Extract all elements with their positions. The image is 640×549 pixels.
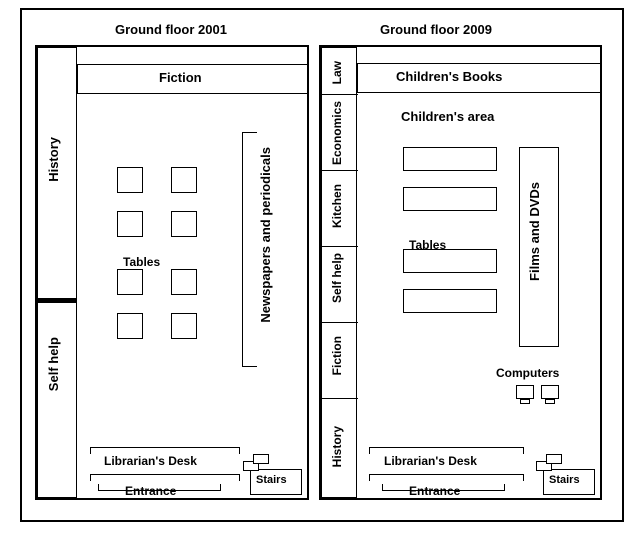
- table-square: [171, 269, 197, 295]
- table-row: [403, 249, 497, 273]
- librarian-label-left: Librarian's Desk: [104, 455, 197, 468]
- left-column: [37, 47, 77, 498]
- computers-label: Computers: [496, 367, 559, 380]
- strip-divider: [322, 322, 358, 323]
- stairs-step-left-2: [253, 454, 269, 464]
- strip-label: Self help: [331, 253, 344, 303]
- table-square: [117, 313, 143, 339]
- tables-label-right: Tables: [409, 239, 446, 252]
- strip-label: Law: [331, 61, 344, 84]
- self-help-label: Self help: [47, 337, 61, 391]
- stairs-label-right: Stairs: [549, 475, 580, 487]
- strip-label: Kitchen: [331, 184, 344, 228]
- history-label: History: [47, 137, 61, 182]
- table-row: [403, 289, 497, 313]
- title-left: Ground floor 2001: [115, 23, 227, 37]
- fiction-label: Fiction: [159, 71, 202, 85]
- table-square: [117, 167, 143, 193]
- title-right: Ground floor 2009: [380, 23, 492, 37]
- table-square: [171, 313, 197, 339]
- librarian-label-right: Librarian's Desk: [384, 455, 477, 468]
- library-floorplan-comparison: Ground floor 2001 Ground floor 2009 Hist…: [0, 0, 640, 549]
- strip-divider: [322, 170, 358, 171]
- films-label: Films and DVDs: [528, 182, 542, 281]
- childrens-books-label: Children's Books: [396, 70, 502, 84]
- table-square: [117, 211, 143, 237]
- computer-1: [516, 385, 534, 399]
- computer-2: [541, 385, 559, 399]
- childrens-area-label: Children's area: [401, 110, 494, 124]
- table-square: [171, 211, 197, 237]
- strip-divider: [322, 94, 358, 95]
- librarian-bracket-right-a: [369, 447, 524, 454]
- stairs-step-right-2: [546, 454, 562, 464]
- computer-2-base: [545, 399, 555, 404]
- librarian-bracket-right-b: [369, 474, 524, 481]
- left-column-divider: [38, 298, 76, 303]
- table-square: [171, 167, 197, 193]
- stairs-label-left: Stairs: [256, 475, 287, 487]
- entrance-label-right: Entrance: [409, 485, 460, 498]
- strip-label: Economics: [331, 101, 344, 165]
- tables-label-left: Tables: [123, 256, 160, 269]
- table-square: [117, 269, 143, 295]
- plan-2001: History Self help Fiction Tables Newspap…: [35, 45, 309, 500]
- strip-label: History: [331, 426, 344, 467]
- table-row: [403, 187, 497, 211]
- news-bracket: [242, 132, 257, 367]
- tables-grid: [117, 167, 207, 337]
- computer-1-base: [520, 399, 530, 404]
- librarian-bracket-left-b: [90, 474, 240, 481]
- strip-divider: [322, 246, 358, 247]
- news-label: Newspapers and periodicals: [259, 147, 273, 323]
- strip-divider: [322, 398, 358, 399]
- plan-2009: Law Economics Kitchen Self help Fiction Histo…: [319, 45, 602, 500]
- strip-label: Fiction: [331, 336, 344, 375]
- table-row: [403, 147, 497, 171]
- librarian-bracket-left-a: [90, 447, 240, 454]
- left-strip: Law Economics Kitchen Self help Fiction Histo…: [321, 47, 357, 498]
- entrance-label-left: Entrance: [125, 485, 176, 498]
